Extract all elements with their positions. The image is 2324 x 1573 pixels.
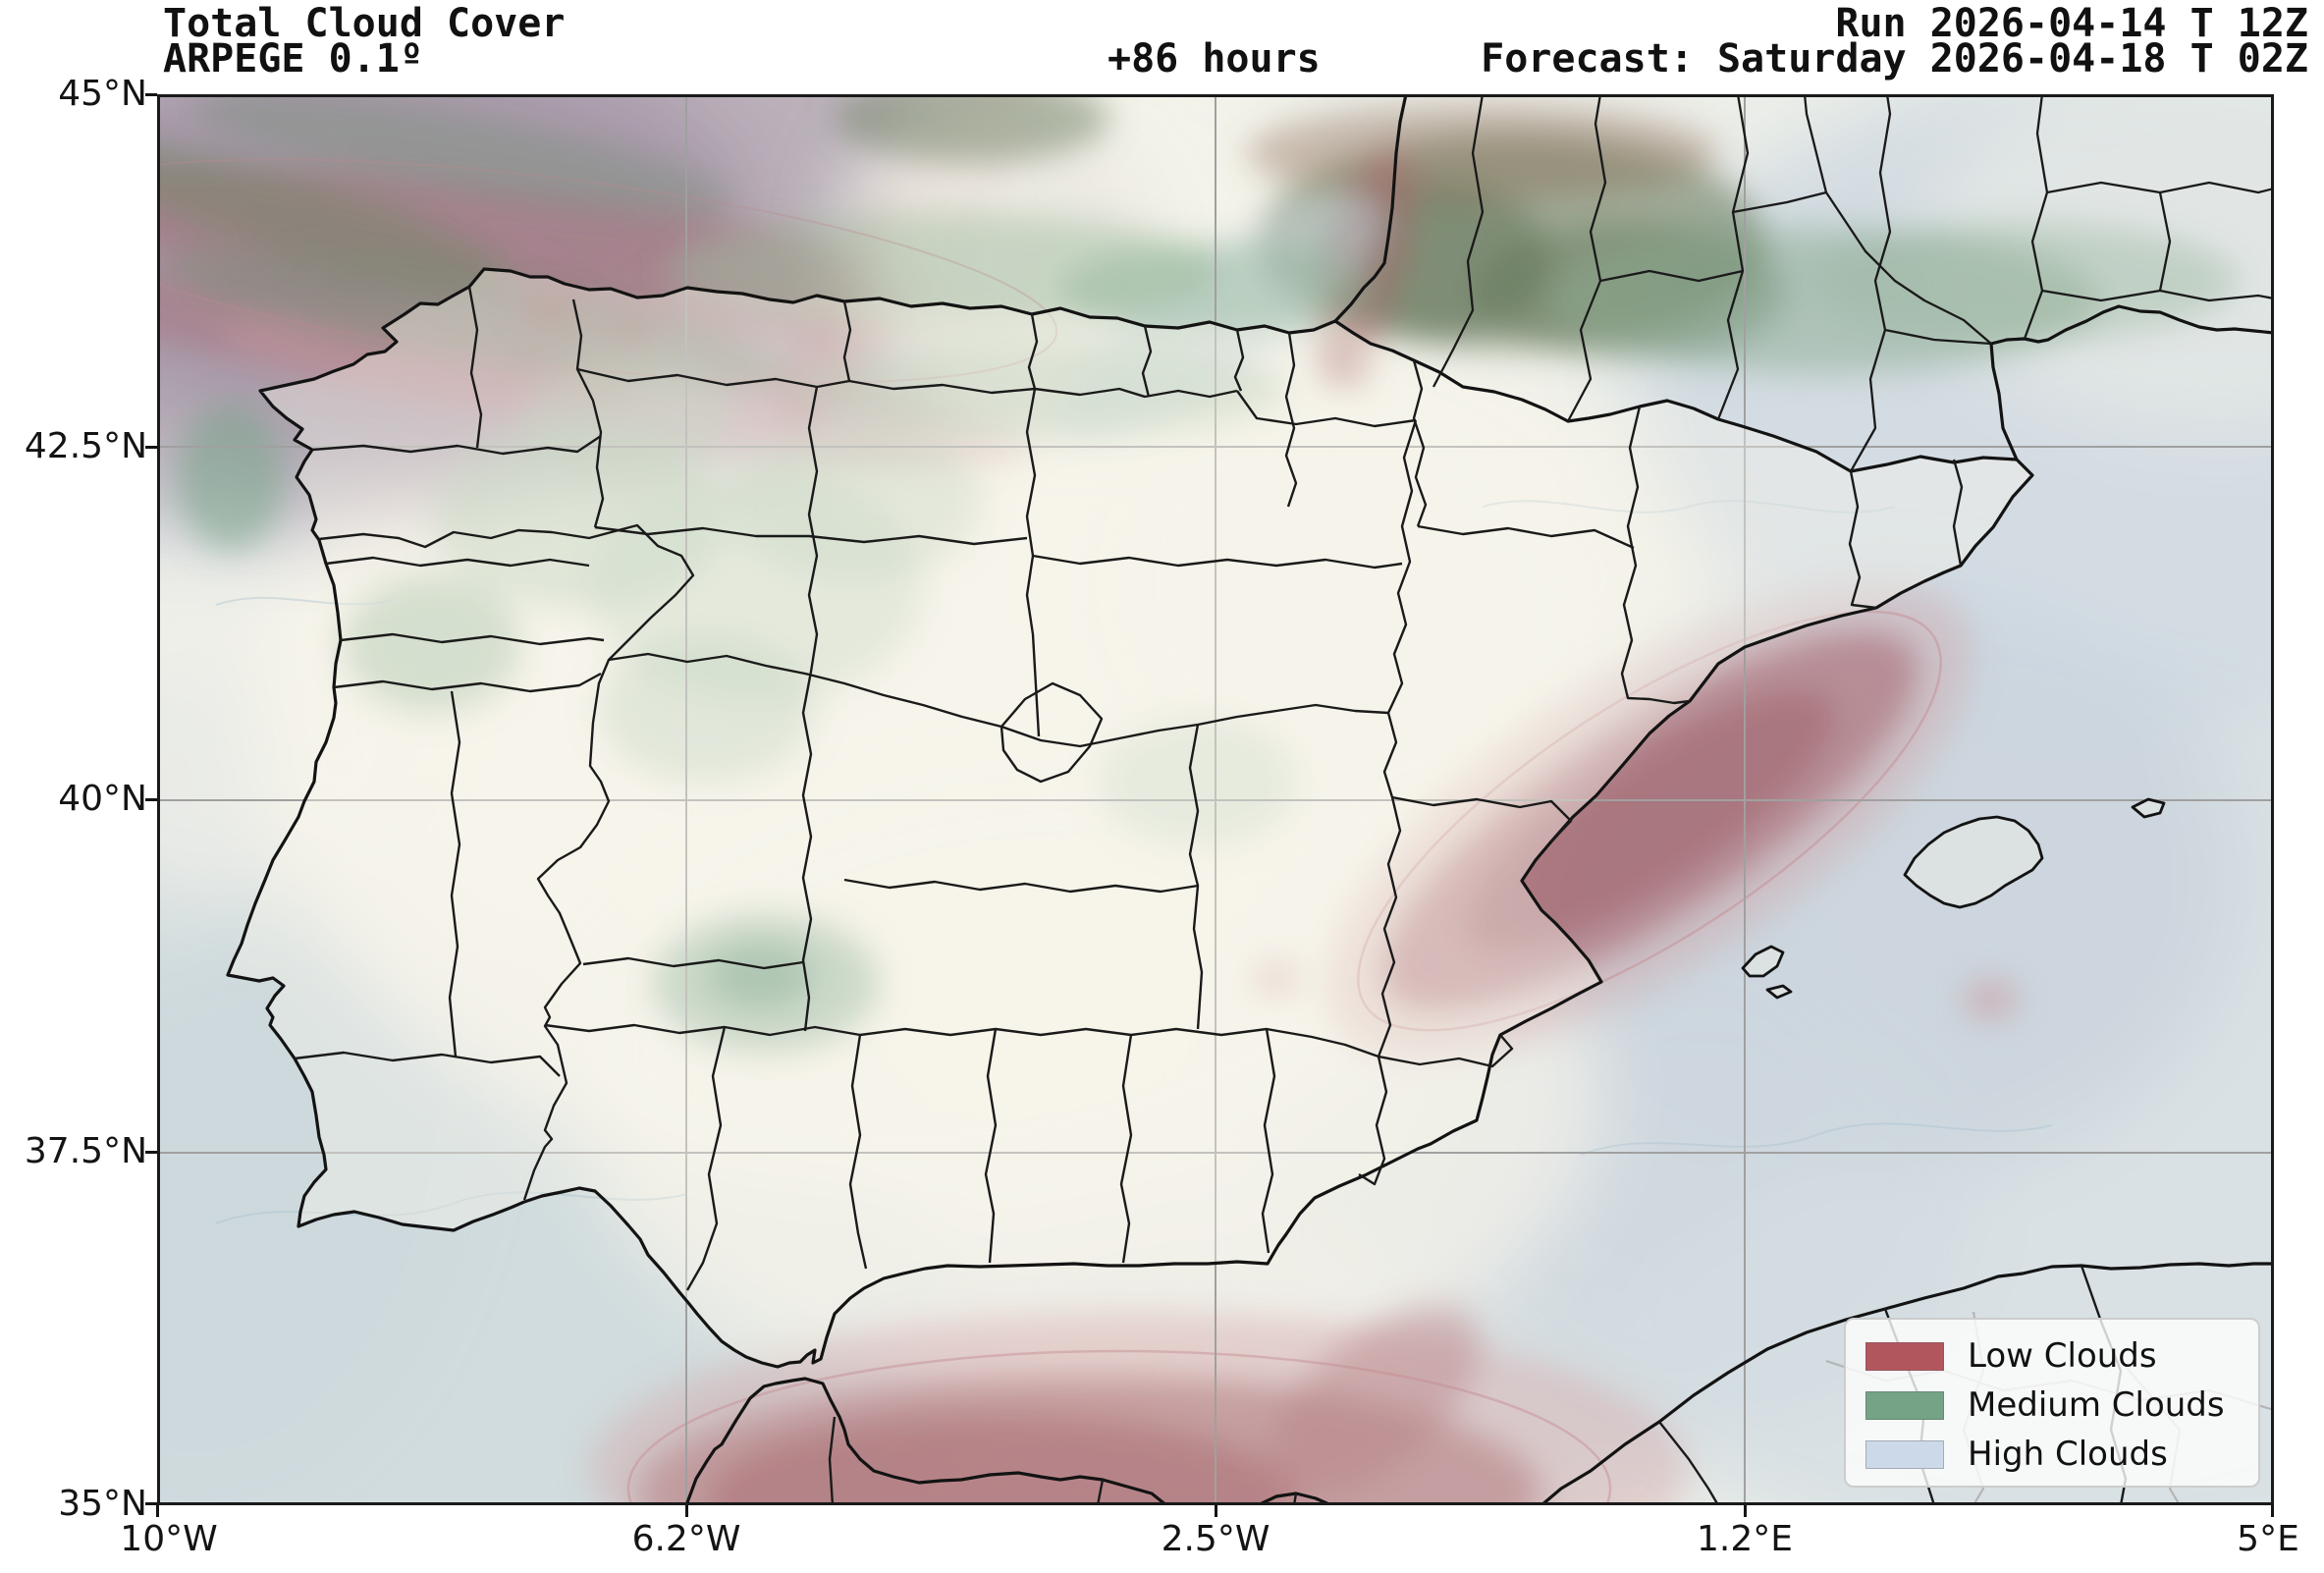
balearic-islands bbox=[1741, 797, 2166, 1000]
map-legend: Low Clouds Medium Clouds High Clouds bbox=[1844, 1318, 2260, 1488]
y-tickmark bbox=[145, 1502, 157, 1505]
algeria-coast bbox=[1540, 1262, 2274, 1505]
legend-item-low: Low Clouds bbox=[1865, 1331, 2258, 1381]
legend-label: Medium Clouds bbox=[1968, 1385, 2225, 1425]
formentera bbox=[1765, 984, 1793, 1000]
portugal-spain-border bbox=[318, 523, 695, 1201]
france-med-coast bbox=[1989, 304, 2274, 461]
y-tickmark bbox=[145, 446, 157, 449]
low-cloud-alboran bbox=[589, 1304, 1689, 1505]
x-tickmark bbox=[1215, 1505, 1217, 1517]
legend-label: Low Clouds bbox=[1968, 1336, 2157, 1376]
medium-cloud-north bbox=[668, 94, 2239, 443]
y-tick-40n: 40°N bbox=[58, 779, 147, 819]
iberia-coastline bbox=[226, 267, 2034, 1369]
y-tick-42-5n: 42.5°N bbox=[24, 426, 147, 466]
low-cloud-valencia bbox=[1326, 582, 1973, 1059]
y-tick-37-5n: 37.5°N bbox=[24, 1131, 147, 1171]
x-tickmark bbox=[685, 1505, 688, 1517]
low-cloud-spots bbox=[520, 291, 2018, 1019]
x-tick-10w: 10°W bbox=[120, 1519, 218, 1559]
x-tick-6-2w: 6.2°W bbox=[631, 1519, 741, 1559]
x-tickmark bbox=[1744, 1505, 1747, 1517]
morocco-coast bbox=[684, 1377, 1168, 1505]
legend-label: High Clouds bbox=[1968, 1435, 2168, 1474]
x-tickmark bbox=[2271, 1505, 2274, 1517]
province-borders bbox=[294, 286, 1964, 1291]
x-tick-5e: 5°E bbox=[2237, 1519, 2299, 1559]
menorca bbox=[2131, 797, 2166, 819]
france-atlantic-coast bbox=[1333, 94, 1408, 323]
ibiza bbox=[1741, 945, 1785, 978]
y-tick-35n: 35°N bbox=[58, 1484, 147, 1524]
x-tick-1-2e: 1.2°E bbox=[1697, 1519, 1793, 1559]
y-tickmark bbox=[145, 1151, 157, 1154]
lead-time-label: +86 hours bbox=[1108, 36, 1321, 81]
legend-item-high: High Clouds bbox=[1865, 1430, 2258, 1479]
y-tickmark bbox=[145, 798, 157, 801]
forecast-label: Forecast: Saturday 2026-04-18 T 02Z bbox=[1481, 36, 2308, 81]
legend-item-medium: Medium Clouds bbox=[1865, 1381, 2258, 1430]
low-clouds-swatch bbox=[1865, 1341, 1944, 1371]
plot-frame bbox=[157, 94, 2274, 1505]
high-clouds-swatch bbox=[1865, 1439, 1944, 1469]
model-subtitle: ARPEGE 0.1º bbox=[163, 36, 423, 81]
coastlines bbox=[226, 94, 2274, 1505]
y-tickmark bbox=[145, 93, 157, 96]
page-title: Total Cloud Cover bbox=[163, 1, 566, 46]
medium-clouds-swatch bbox=[1865, 1390, 1944, 1420]
contour-outlines bbox=[157, 158, 2053, 1505]
france-dept-borders bbox=[1432, 94, 2274, 472]
x-tick-2-5w: 2.5°W bbox=[1161, 1519, 1270, 1559]
mallorca bbox=[1903, 815, 2044, 909]
graticule bbox=[157, 94, 2274, 1505]
map-canvas bbox=[157, 94, 2274, 1505]
run-label: Run 2026-04-14 T 12Z bbox=[1835, 1, 2308, 46]
x-tickmark bbox=[156, 1505, 159, 1517]
y-tick-45n: 45°N bbox=[58, 74, 147, 114]
map-plot-area: Low Clouds Medium Clouds High Clouds bbox=[157, 94, 2274, 1505]
